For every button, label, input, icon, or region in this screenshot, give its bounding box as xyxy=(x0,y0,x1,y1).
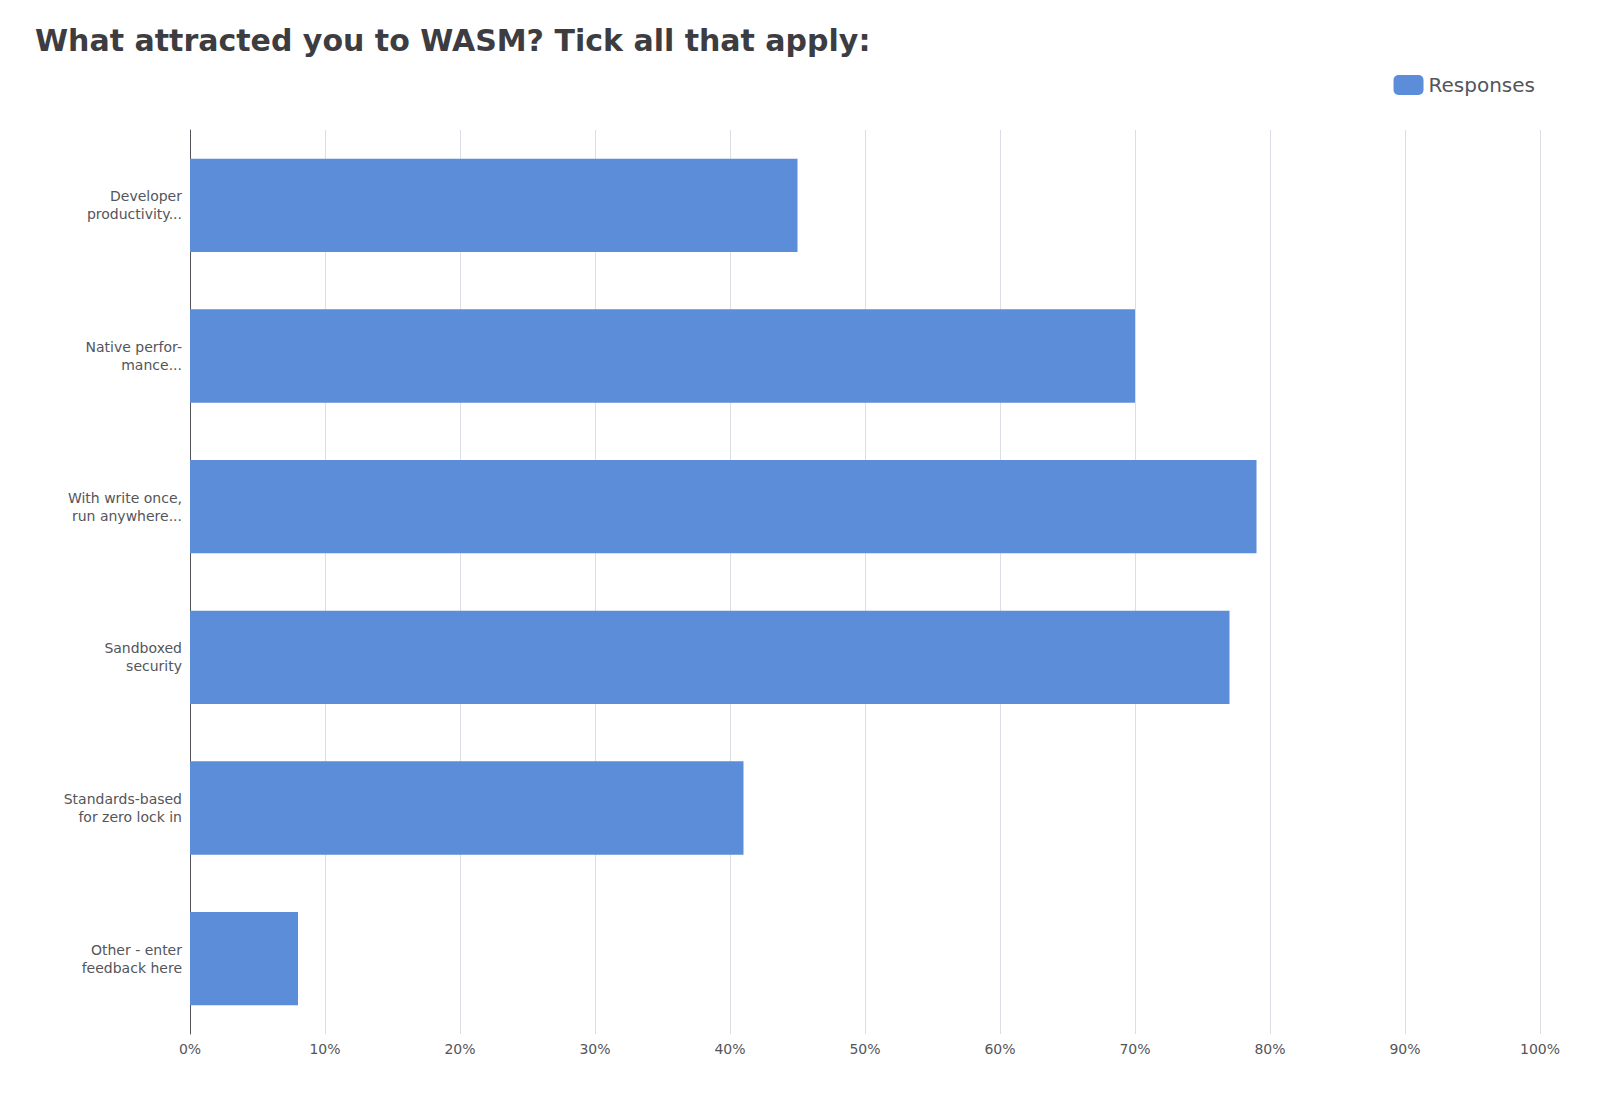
svg-text:for zero lock in: for zero lock in xyxy=(78,809,182,825)
svg-text:Standards-based: Standards-based xyxy=(64,791,182,807)
svg-text:Responses: Responses xyxy=(1429,73,1535,97)
svg-text:40%: 40% xyxy=(714,1041,745,1057)
svg-text:With write once,: With write once, xyxy=(68,490,182,506)
svg-text:80%: 80% xyxy=(1254,1041,1285,1057)
svg-text:mance...: mance... xyxy=(121,357,182,373)
svg-text:30%: 30% xyxy=(579,1041,610,1057)
svg-text:Native perfor-: Native perfor- xyxy=(86,339,182,355)
svg-text:50%: 50% xyxy=(849,1041,880,1057)
svg-text:Developer: Developer xyxy=(110,188,182,204)
svg-text:Other - enter: Other - enter xyxy=(91,942,182,958)
svg-text:90%: 90% xyxy=(1389,1041,1420,1057)
svg-text:Sandboxed: Sandboxed xyxy=(104,640,182,656)
svg-text:run anywhere...: run anywhere... xyxy=(72,508,182,524)
svg-text:What attracted you to WASM? Ti: What attracted you to WASM? Tick all tha… xyxy=(35,23,870,58)
svg-text:security: security xyxy=(126,658,182,674)
svg-text:0%: 0% xyxy=(179,1041,201,1057)
svg-text:60%: 60% xyxy=(984,1041,1015,1057)
svg-text:feedback here: feedback here xyxy=(82,960,182,976)
svg-text:100%: 100% xyxy=(1520,1041,1560,1057)
svg-text:productivity...: productivity... xyxy=(87,206,182,222)
svg-text:10%: 10% xyxy=(309,1041,340,1057)
svg-text:70%: 70% xyxy=(1119,1041,1150,1057)
svg-text:20%: 20% xyxy=(444,1041,475,1057)
